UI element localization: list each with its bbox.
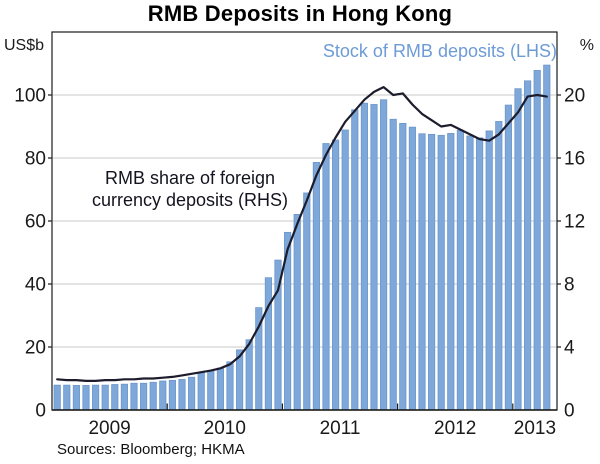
bar [226,361,234,411]
bar [389,118,397,411]
bar [351,109,359,411]
bar [101,384,109,411]
y-axis-label-right: 12 [564,212,585,233]
bar [188,376,196,411]
bar [370,104,378,411]
bar [53,384,61,411]
x-axis-year-label: 2011 [320,418,361,439]
x-axis-year-label: 2012 [434,418,476,439]
annotation-line-2: currency deposits (RHS) [91,190,289,210]
bar [178,379,186,411]
y-axis-label-left: 20 [25,338,46,359]
bar [485,130,493,411]
bar [341,129,349,411]
right-axis-unit-label: % [579,37,594,54]
bar [476,137,484,411]
bar [514,88,522,411]
bar [447,133,455,411]
annotation-rmb-share: RMB share of foreign currency deposits (… [55,167,325,211]
bar [399,122,407,411]
chart-title: RMB Deposits in Hong Kong [147,1,453,26]
y-axis-label-left: 40 [25,275,46,296]
x-axis-year-label: 2013 [514,418,556,439]
legend-stock-of-rmb-deposits: Stock of RMB deposits (LHS) [322,41,557,61]
y-axis-label-right: 20 [564,86,585,107]
bar [82,385,90,411]
bar [111,384,119,411]
bar [72,385,80,411]
bar [207,370,215,411]
bar [293,214,301,411]
y-axis-label-left: 80 [25,149,46,170]
y-axis-label-right: 4 [564,338,575,359]
bar [245,339,253,411]
bar [504,104,512,411]
share-line [56,85,548,382]
bar [360,102,368,411]
bar [63,384,71,411]
bar [428,134,436,411]
bar [524,80,532,411]
bar [140,382,148,411]
y-axis-label-left: 0 [35,401,46,422]
bar [120,383,128,411]
y-axis-label-right: 16 [564,149,585,170]
y-axis-label-right: 8 [564,275,575,296]
y-axis-label-right: 0 [564,401,575,422]
bar [216,367,224,411]
bar [332,139,340,411]
annotation-line-1: RMB share of foreign [104,168,276,188]
left-axis-unit-label: US$b [4,37,45,54]
bar [380,99,388,411]
bar [543,64,551,411]
x-axis-year-label: 2009 [88,418,130,439]
bar [303,192,311,411]
bar [418,133,426,411]
bar [437,134,445,411]
bar [168,380,176,411]
x-axis-year-label: 2010 [204,418,246,439]
bar [92,384,100,411]
y-axis-label-left: 60 [25,212,46,233]
y-axis-label-left: 100 [14,86,46,107]
bar [130,382,138,411]
bar [495,121,503,411]
source-note: Sources: Bloomberg; HKMA [57,441,245,458]
bar [466,135,474,411]
bar [159,380,167,411]
bar [456,129,464,411]
bar [197,372,205,411]
bar [264,277,272,411]
bar [149,381,157,411]
bar [533,70,541,411]
bar [408,126,416,411]
